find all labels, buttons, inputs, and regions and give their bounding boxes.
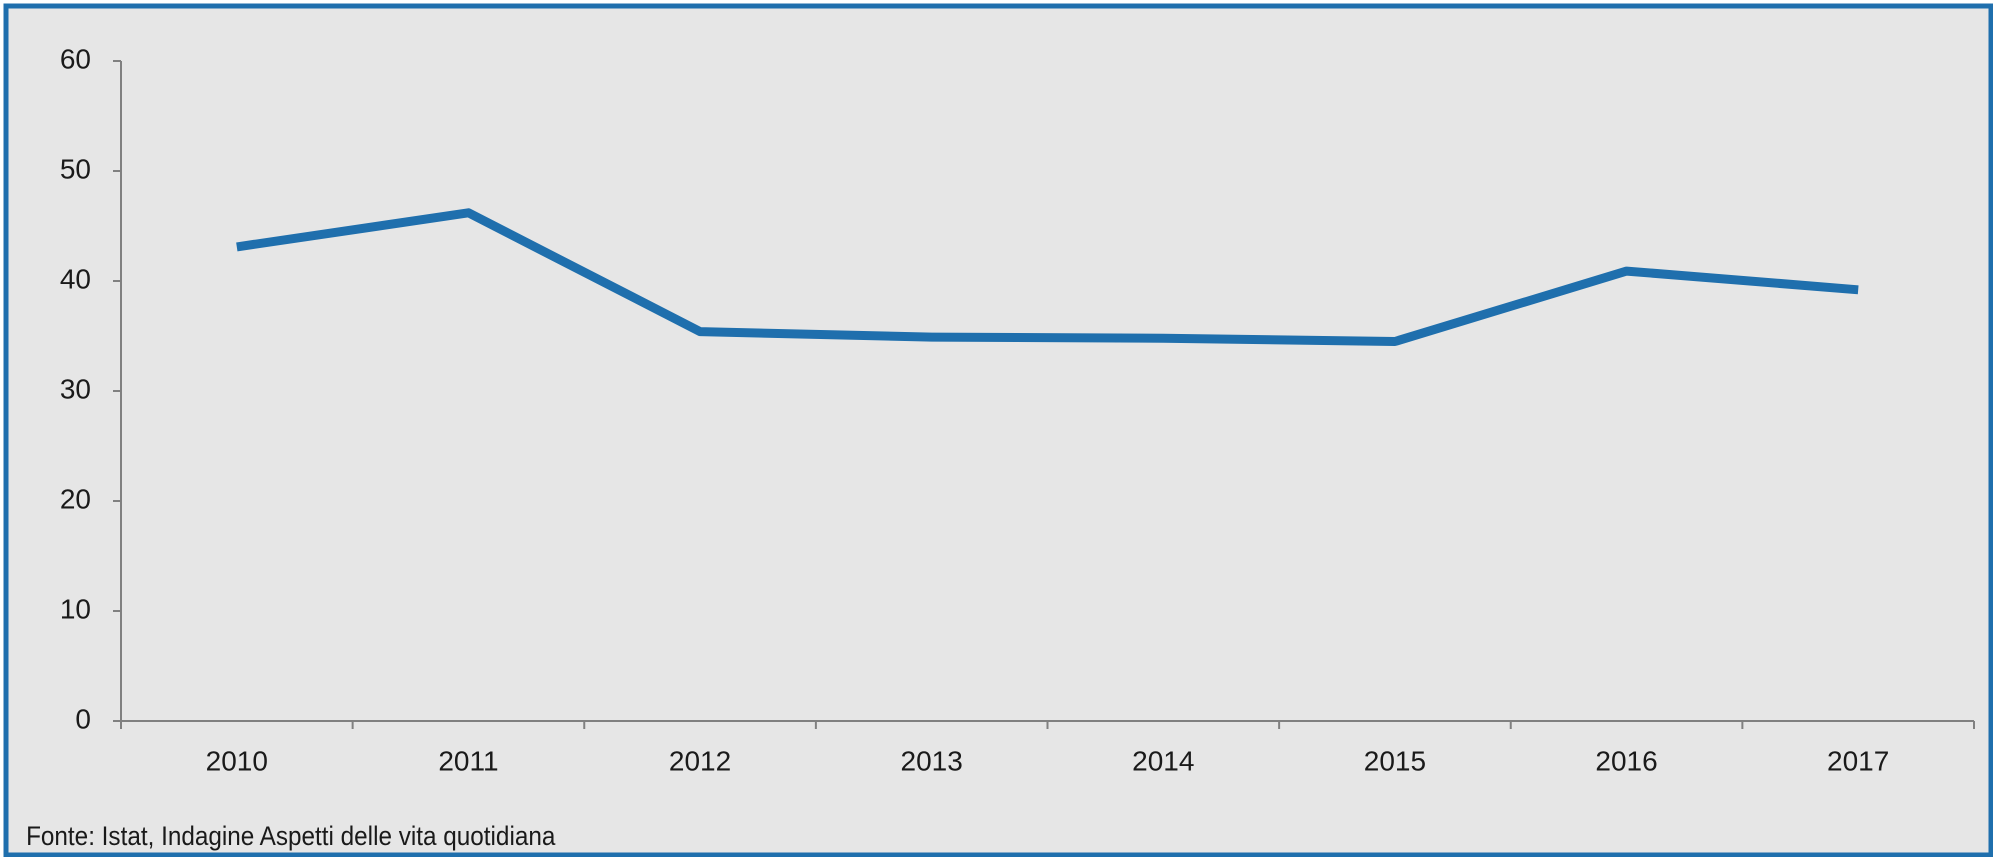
data-line	[236, 208, 1859, 346]
x-tick-label: 2014	[1132, 745, 1194, 776]
y-tick-label: 10	[60, 593, 91, 624]
x-tick-label: 2012	[669, 745, 731, 776]
x-tick-label: 2016	[1595, 745, 1657, 776]
y-tick-label: 40	[60, 263, 91, 294]
frame	[3, 3, 1993, 857]
y-tick-label: 30	[60, 373, 91, 404]
x-tick-label: 2013	[901, 745, 963, 776]
y-tick-label: 60	[60, 43, 91, 74]
y-tick-label: 50	[60, 153, 91, 184]
x-tick-label: 2015	[1364, 745, 1426, 776]
x-tick-label: 2011	[438, 745, 498, 776]
y-tick-label: 20	[60, 483, 91, 514]
source-note: Fonte: Istat, Indagine Aspetti delle vit…	[26, 822, 556, 851]
x-tick-label: 2017	[1827, 745, 1889, 776]
x-tick-label: 2010	[206, 745, 268, 776]
y-tick-label: 0	[75, 703, 91, 734]
